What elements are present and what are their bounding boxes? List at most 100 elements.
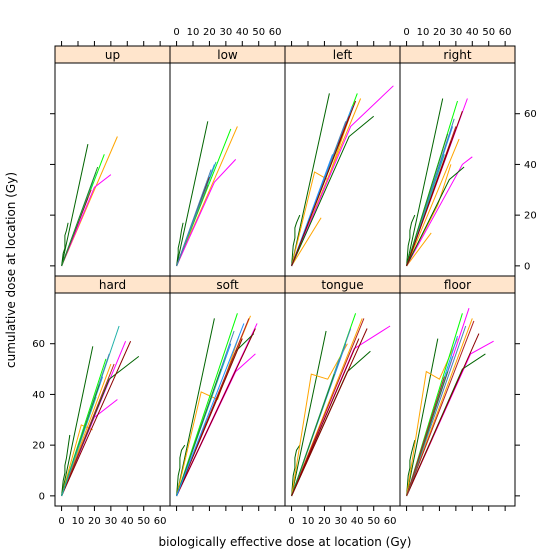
x-tick-label-top: 10 xyxy=(187,27,200,38)
series-line xyxy=(176,159,237,267)
series-line xyxy=(176,222,184,266)
series-line xyxy=(406,156,473,267)
panel-up: up xyxy=(54,45,171,277)
series-line xyxy=(406,333,480,497)
series-line xyxy=(291,85,394,267)
series-line xyxy=(406,439,416,496)
panel-low: low xyxy=(169,45,286,277)
series-line xyxy=(176,338,243,497)
y-tick-label: 20 xyxy=(32,441,45,452)
x-tick-label: 60 xyxy=(384,516,397,527)
panel-soft: soft xyxy=(169,275,286,507)
x-tick-label: 40 xyxy=(351,516,364,527)
x-tick-label-top: 40 xyxy=(236,27,249,38)
x-tick-label: 0 xyxy=(288,516,294,527)
x-tick-label-top: 40 xyxy=(466,27,479,38)
series-line xyxy=(406,111,463,267)
x-tick-label-top: 20 xyxy=(433,27,446,38)
series-line xyxy=(291,115,375,267)
series-line xyxy=(291,217,322,267)
x-tick-label-top: 30 xyxy=(449,27,462,38)
strip-label-tongue: tongue xyxy=(321,278,363,292)
x-tick-label: 50 xyxy=(137,516,150,527)
x-tick-label: 10 xyxy=(72,516,85,527)
x-tick-label: 20 xyxy=(88,516,101,527)
series-line xyxy=(61,434,71,496)
panel-floor: floor xyxy=(399,275,516,507)
series-line xyxy=(291,338,360,497)
series-line xyxy=(61,174,112,267)
panel-frame xyxy=(54,62,171,277)
series-line xyxy=(291,318,365,497)
x-tick-label: 60 xyxy=(154,516,167,527)
x-tick-label: 30 xyxy=(334,516,347,527)
axes-layer: 0 10 20 30 40 50 60 0 10 20 30 40 50 600 10 20 30 40 50 60 0… xyxy=(32,27,536,527)
x-tick-label-top: 50 xyxy=(252,27,265,38)
series-line xyxy=(406,376,445,497)
series-line xyxy=(291,214,301,266)
panel-right: right xyxy=(399,45,516,277)
panel-frame xyxy=(399,292,516,507)
strip-label-left: left xyxy=(333,48,353,62)
strip-label-right: right xyxy=(443,48,471,62)
series-group xyxy=(406,98,473,267)
series-line xyxy=(406,232,432,267)
x-tick-label: 20 xyxy=(318,516,331,527)
x-tick-label-top: 0 xyxy=(403,27,409,38)
series-line xyxy=(406,338,439,496)
x-axis-title: biologically effective dose at location … xyxy=(159,535,412,549)
series-line xyxy=(61,222,69,266)
panel-frame xyxy=(54,292,171,507)
y-tick-label: 0 xyxy=(39,491,45,502)
series-group xyxy=(406,308,494,497)
x-tick-label-top: 50 xyxy=(482,27,495,38)
y-tick-label-right: 60 xyxy=(524,109,537,120)
series-line xyxy=(176,323,245,497)
series-line xyxy=(176,353,256,497)
series-line xyxy=(291,343,348,496)
series-line xyxy=(291,328,368,497)
y-tick-label-right: 40 xyxy=(524,160,537,171)
series-line xyxy=(176,169,212,267)
series-line xyxy=(406,320,475,497)
x-tick-label-top: 60 xyxy=(269,27,282,38)
x-tick-label-top: 0 xyxy=(173,27,179,38)
x-tick-label: 30 xyxy=(104,516,117,527)
series-line xyxy=(406,133,449,267)
y-tick-label: 60 xyxy=(32,339,45,350)
series-line xyxy=(176,368,222,497)
x-tick-label-top: 30 xyxy=(219,27,232,38)
series-line xyxy=(291,444,301,496)
series-group xyxy=(176,313,258,497)
strip-label-soft: soft xyxy=(216,278,239,292)
series-line xyxy=(61,396,97,497)
y-axis-title: cumulative dose at location (Gy) xyxy=(4,172,18,368)
series-line xyxy=(291,93,330,267)
series-line xyxy=(176,328,256,497)
series-line xyxy=(291,113,352,267)
series-group xyxy=(176,121,238,267)
strip-label-floor: floor xyxy=(444,278,471,292)
panel-left: left xyxy=(284,45,401,277)
series-line xyxy=(406,138,460,267)
x-tick-label-top: 60 xyxy=(499,27,512,38)
panel-frame xyxy=(284,62,401,277)
series-group xyxy=(291,85,394,267)
x-tick-label: 0 xyxy=(58,516,64,527)
x-tick-label: 10 xyxy=(302,516,315,527)
y-tick-label-right: 0 xyxy=(524,261,530,272)
y-tick-label: 40 xyxy=(32,390,45,401)
x-tick-label: 50 xyxy=(367,516,380,527)
series-group xyxy=(61,325,140,497)
series-line xyxy=(61,143,89,267)
strip-label-hard: hard xyxy=(99,278,126,292)
series-line xyxy=(291,100,357,267)
x-tick-label: 40 xyxy=(121,516,134,527)
series-group xyxy=(61,136,118,267)
x-tick-label-top: 20 xyxy=(203,27,216,38)
series-group xyxy=(291,313,391,497)
series-line xyxy=(61,340,132,497)
y-tick-label-right: 20 xyxy=(524,211,537,222)
series-line xyxy=(406,98,444,267)
